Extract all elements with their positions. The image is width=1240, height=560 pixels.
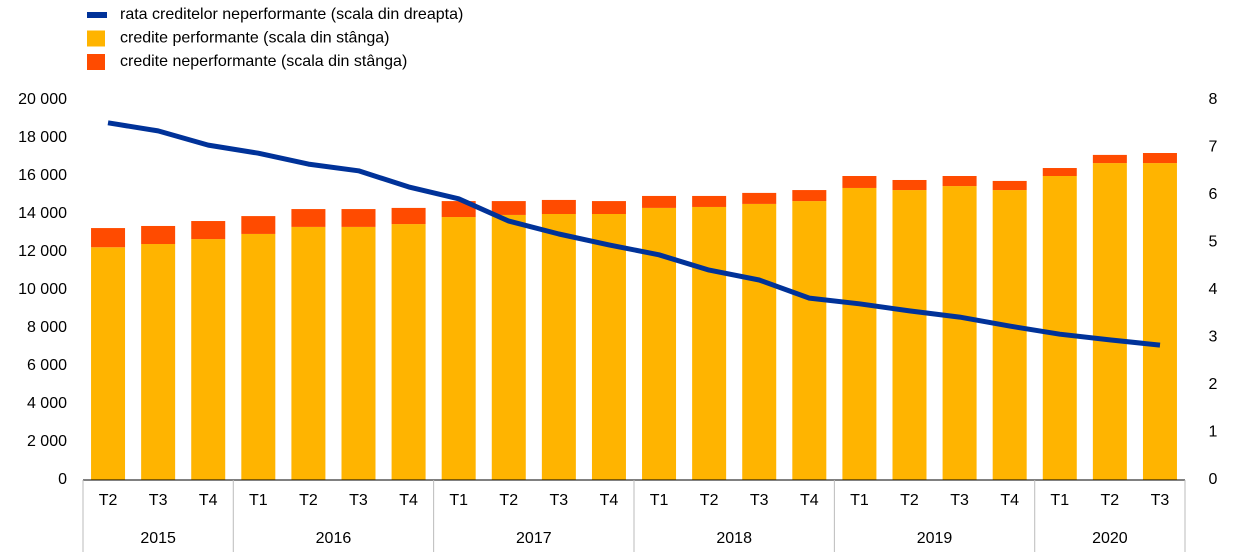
y-tick-label: 6 000: [27, 357, 67, 374]
bar: [642, 207, 677, 481]
bar: [291, 209, 326, 227]
bar: [591, 201, 626, 214]
legend-label: credite performante (scala din stânga): [120, 30, 389, 47]
y-tick-label: 10 000: [18, 281, 67, 298]
x-tick-label: T3: [550, 492, 569, 509]
bar: [942, 176, 977, 187]
bar: [692, 206, 727, 480]
bar: [141, 244, 176, 480]
bar: [1042, 168, 1077, 176]
bar: [291, 226, 326, 480]
x-tick-label: T1: [850, 492, 869, 509]
y-tick-label: 0: [58, 471, 67, 488]
y-tick-label: 20 000: [18, 91, 67, 108]
x-tick-label: T2: [700, 492, 719, 509]
group-label: 2020: [1092, 530, 1128, 547]
bar: [491, 201, 526, 215]
line: [107, 120, 1161, 348]
x-tick-label: T1: [249, 492, 268, 509]
x-tick-label: T3: [349, 492, 368, 509]
bar: [591, 214, 626, 480]
y2-tick-label: 6: [1209, 186, 1218, 203]
bar: [341, 226, 376, 480]
group-label: 2015: [140, 530, 176, 547]
x-tick-label: T4: [800, 492, 819, 509]
y2-tick-label: 1: [1209, 424, 1218, 441]
x-tick-label: T2: [499, 492, 518, 509]
x-tick-label: T1: [650, 492, 669, 509]
x-tick-label: T4: [399, 492, 418, 509]
group-label: 2016: [316, 530, 352, 547]
bar: [441, 217, 476, 481]
x-tick-label: T3: [750, 492, 769, 509]
y2-tick-label: 8: [1209, 91, 1218, 108]
bar: [141, 225, 176, 245]
group-label: 2017: [516, 530, 552, 547]
x-tick-label: T4: [199, 492, 218, 509]
legend-swatch: [87, 12, 107, 18]
bar: [91, 228, 126, 248]
group-label: 2019: [917, 530, 953, 547]
legend-swatch: [87, 30, 105, 47]
y2-tick-label: 4: [1209, 281, 1218, 298]
x-tick-label: T3: [149, 492, 168, 509]
bar: [1092, 154, 1127, 164]
bar: [1142, 153, 1177, 164]
y-tick-label: 14 000: [18, 205, 67, 222]
x-tick-label: T3: [950, 492, 969, 509]
bar: [541, 214, 576, 480]
bar: [942, 186, 977, 480]
bar: [541, 199, 576, 214]
bar: [91, 247, 126, 480]
bar: [191, 239, 226, 480]
y-tick-label: 18 000: [18, 129, 67, 146]
bar: [992, 180, 1027, 191]
bar: [892, 179, 927, 191]
legend-label: credite neperformante (scala din stânga): [120, 53, 407, 70]
bar: [1042, 176, 1077, 480]
y-tick-label: 2 000: [27, 433, 67, 450]
y-tick-label: 8 000: [27, 319, 67, 336]
y-tick-label: 4 000: [27, 395, 67, 412]
y-tick-label: 16 000: [18, 167, 67, 184]
bar: [491, 214, 526, 480]
bar: [241, 233, 276, 480]
bar: [391, 207, 426, 225]
legend-swatch: [87, 54, 105, 70]
bar: [742, 192, 777, 204]
y2-tick-label: 2: [1209, 376, 1218, 393]
bar: [842, 187, 877, 480]
x-tick-label: T2: [900, 492, 919, 509]
bar: [692, 195, 727, 207]
bar: [992, 190, 1027, 480]
y2-tick-label: 0: [1209, 471, 1218, 488]
bar: [892, 190, 927, 480]
x-tick-label: T3: [1151, 492, 1170, 509]
bar: [642, 195, 677, 208]
bar: [391, 224, 426, 480]
bar: [1142, 163, 1177, 480]
legend-label: rata creditelor neperformante (scala din…: [120, 6, 463, 23]
bar: [191, 221, 226, 240]
bar: [792, 201, 827, 480]
y-tick-label: 12 000: [18, 243, 67, 260]
bar: [1092, 163, 1127, 480]
x-tick-label: T2: [1101, 492, 1120, 509]
x-tick-label: T4: [1000, 492, 1019, 509]
x-tick-label: T2: [99, 492, 118, 509]
bar: [241, 216, 276, 234]
y2-tick-label: 7: [1209, 139, 1218, 156]
x-tick-label: T2: [299, 492, 318, 509]
y2-tick-label: 5: [1209, 234, 1218, 251]
bar: [792, 190, 827, 202]
y2-tick-label: 3: [1209, 329, 1218, 346]
bar: [742, 203, 777, 480]
x-tick-label: T1: [1050, 492, 1069, 509]
group-label: 2018: [716, 530, 752, 547]
x-tick-label: T1: [449, 492, 468, 509]
bar: [842, 176, 877, 188]
x-tick-label: T4: [600, 492, 619, 509]
bar: [341, 209, 376, 227]
